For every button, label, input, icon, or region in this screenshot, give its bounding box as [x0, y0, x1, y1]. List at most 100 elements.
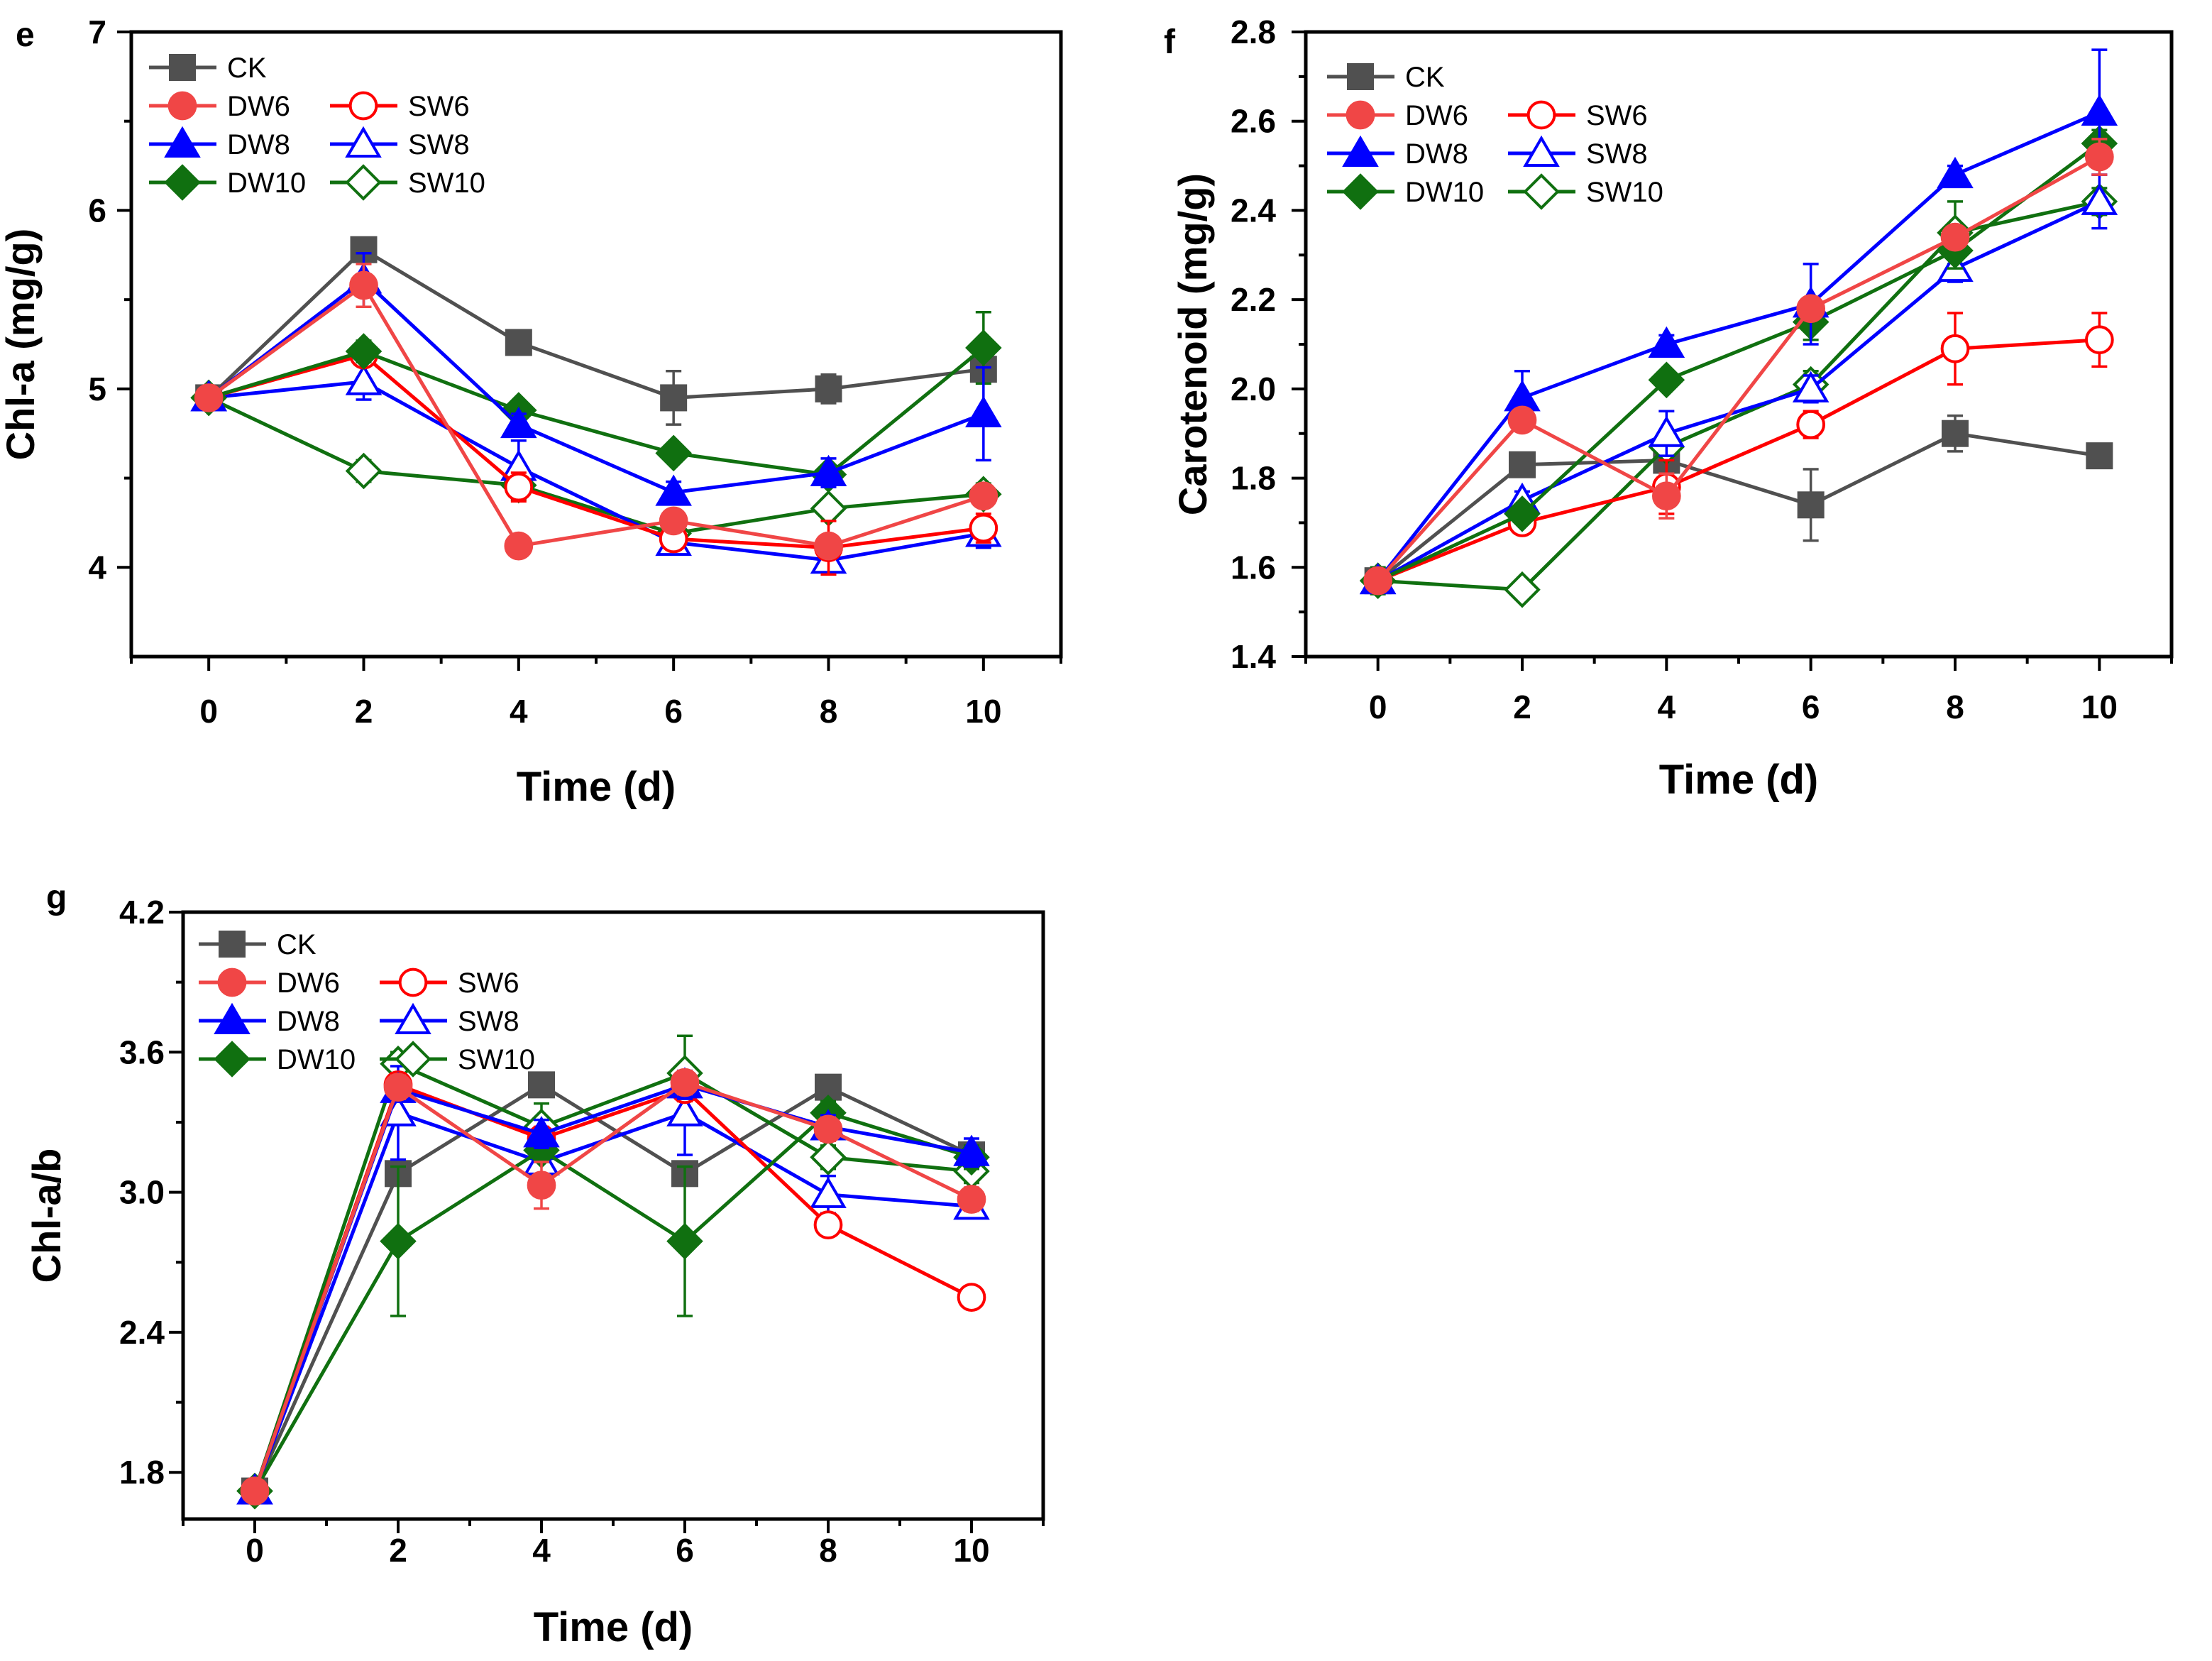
- series-line-DW10: [208, 346, 985, 477]
- data-point-DW6: [1796, 294, 1826, 324]
- legend-label: SW8: [408, 129, 470, 160]
- legend-label: DW10: [227, 168, 306, 199]
- data-point-DW6: [957, 1185, 986, 1214]
- legend-item-CK: CK: [1327, 62, 1445, 93]
- data-point-DW6: [349, 270, 378, 300]
- legend-marker: [214, 1002, 251, 1034]
- legend-item-SW8: SW8: [1508, 135, 1648, 170]
- legend-item-CK: CK: [199, 929, 317, 960]
- legend-marker: [1523, 135, 1560, 167]
- y-tick-label: 6: [88, 192, 106, 229]
- legend-label: DW6: [1405, 100, 1468, 131]
- legend-item-SW6: SW6: [1508, 100, 1648, 131]
- x-tick-label: 6: [676, 1532, 694, 1569]
- y-tick-label: 3.0: [119, 1174, 165, 1211]
- x-tick-label: 10: [953, 1532, 989, 1569]
- legend-marker: [167, 91, 197, 121]
- data-point-DW6: [194, 383, 224, 412]
- data-point-DW6: [1651, 481, 1681, 511]
- data-point-DW6: [504, 531, 534, 561]
- legend-label: SW10: [458, 1044, 535, 1075]
- legend-label: CK: [277, 929, 317, 960]
- y-tick-label: 3.6: [119, 1034, 165, 1070]
- y-tick-label: 2.6: [1231, 103, 1276, 140]
- y-axis-title: Chl-a (mg/g): [0, 229, 43, 461]
- legend-label: CK: [227, 53, 267, 84]
- legend-marker: [164, 126, 201, 158]
- data-point-CK: [350, 236, 378, 263]
- series-line-SW8: [1377, 199, 2101, 583]
- data-point-DW6: [2084, 142, 2114, 172]
- chart-panel-e: e 0 2 4 6 8 10 4 5 6 7 Time (d) Chl-a (mg/g) CK DW6 SW6…: [0, 13, 1063, 810]
- y-tick-label: 1.4: [1231, 638, 1276, 675]
- x-tick-label: 4: [1658, 689, 1676, 725]
- y-tick-label: 4: [88, 549, 106, 586]
- legend-label: CK: [1405, 62, 1445, 93]
- data-point-SW10: [1504, 571, 1541, 608]
- y-tick-label: 2.4: [1231, 192, 1276, 229]
- series-line-CK: [207, 247, 984, 400]
- legend-label: SW10: [1586, 177, 1663, 208]
- data-point-DW6: [1507, 405, 1537, 435]
- legend: CK DW6 SW6 DW8 SW8 DW10 SW10: [199, 929, 535, 1078]
- y-tick-label: 1.6: [1231, 549, 1276, 586]
- legend-label: SW8: [458, 1006, 519, 1037]
- data-point-DW8: [810, 454, 847, 487]
- series-line-DW8: [1376, 110, 2101, 582]
- y-tick-label: 1.8: [1231, 460, 1276, 497]
- data-point-DW6: [670, 1068, 700, 1097]
- y-axis-title: Chl-a/b: [24, 1149, 69, 1283]
- series-DW6: [1363, 138, 2114, 596]
- data-point-SW6: [504, 472, 534, 502]
- legend-item-DW10: DW10: [1327, 173, 1484, 210]
- data-point-DW8: [655, 474, 692, 506]
- legend-marker: [217, 967, 247, 997]
- data-point-DW8: [500, 406, 537, 439]
- data-point-CK: [505, 329, 532, 356]
- x-axis-title: Time (d): [534, 1604, 693, 1650]
- x-tick-label: 10: [965, 693, 1001, 730]
- legend-item-SW10: SW10: [330, 164, 485, 201]
- legend-label: DW8: [227, 129, 290, 160]
- data-point-SW6: [2084, 325, 2114, 355]
- data-point-CK: [1942, 420, 1969, 447]
- y-tick-label: 2.2: [1231, 281, 1276, 318]
- data-point-CK: [1797, 491, 1825, 519]
- series-line-SW10: [253, 1061, 972, 1492]
- legend-marker: [169, 54, 196, 81]
- series-line-DW6: [253, 1080, 973, 1492]
- legend-label: SW6: [408, 91, 470, 122]
- data-point-SW8: [345, 363, 383, 395]
- data-point-DW8: [1648, 326, 1685, 358]
- x-tick-label: 2: [389, 1532, 407, 1569]
- series-line-CK: [1377, 432, 2100, 583]
- legend-item-DW8: DW8: [149, 126, 290, 160]
- legend-label: SW8: [1586, 138, 1648, 170]
- legend-item-SW8: SW8: [380, 1002, 519, 1037]
- legend-marker: [1346, 100, 1375, 130]
- y-tick-label: 4.2: [119, 894, 165, 931]
- legend-item-DW8: DW8: [1327, 135, 1468, 170]
- legend-label: DW8: [1405, 138, 1468, 170]
- y-tick-label: 2.8: [1231, 13, 1276, 50]
- y-tick-label: 5: [88, 371, 106, 407]
- legend-item-SW6: SW6: [380, 967, 519, 999]
- x-tick-label: 0: [199, 693, 218, 730]
- series-line-SW8: [253, 1110, 972, 1492]
- panel-letter: f: [1164, 23, 1176, 61]
- series-line-SW10: [1377, 199, 2100, 592]
- data-point-DW6: [1940, 222, 1970, 252]
- x-axis-title: Time (d): [1659, 757, 1819, 803]
- legend-marker: [219, 931, 246, 958]
- data-point-SW6: [1940, 334, 1970, 363]
- legend-marker: [1526, 100, 1556, 130]
- panel-letter: e: [16, 16, 35, 54]
- data-point-DW8: [953, 1134, 990, 1166]
- legend-item-SW6: SW6: [330, 91, 470, 122]
- legend-label: SW6: [458, 967, 519, 999]
- legend-marker: [395, 1002, 431, 1034]
- series-line-SW10: [208, 396, 984, 536]
- legend-item-CK: CK: [149, 53, 267, 84]
- y-tick-label: 2.4: [119, 1314, 165, 1351]
- x-tick-label: 10: [2081, 689, 2118, 725]
